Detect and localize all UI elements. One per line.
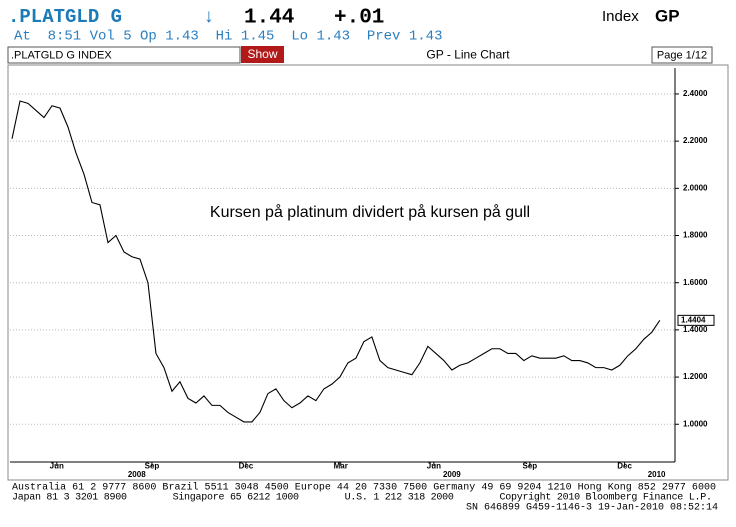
page: Page 1/12 [657,49,707,61]
year-label: 2010 [648,470,666,479]
last-value-label: 1.4404 [681,315,706,324]
change: +.01 [334,7,384,30]
y-tick-label: 2.0000 [683,183,708,192]
y-tick-label: 1.6000 [683,278,708,287]
page-box[interactable] [651,46,713,64]
annotation: Kursen på platinum dividert på kursen på… [210,203,530,221]
last-value-box [677,314,715,326]
footer-line: Australia 61 2 9777 8600 Brazil 5511 304… [12,482,716,494]
year-label: 2009 [443,470,461,479]
chart-name: GP - Line Chart [426,48,510,62]
y-tick-label: 1.0000 [683,419,708,428]
y-tick-label: 1.4000 [683,325,708,334]
show-button[interactable] [241,46,284,63]
x-tick-label: Jun [50,462,64,471]
x-tick-label: Sep [523,462,538,471]
chart: 1.0000 1.2000 1.4000 1.6000 1.8000 2.0000 2.20… [10,68,715,479]
x-tick-label: Mar [334,462,348,471]
quote-line: At 8:51 Vol 5 Op 1.43 Hi 1.45 Lo 1.43 Pr… [14,29,442,45]
x-tick-label: Dec [617,462,632,471]
security: .PLATGLD G INDEX [11,49,112,61]
y-tick-label: 2.4000 [683,89,708,98]
y-tick-label: 2.2000 [683,136,708,145]
security-box[interactable] [7,46,241,64]
y-tick-label: 1.8000 [683,231,708,240]
series-line [11,100,661,423]
x-tick-label: Dec [239,462,254,471]
x-tick-label: Sep [145,462,160,471]
arrow: ↓ [204,6,214,27]
index-label: Index [602,8,639,25]
index-code: GP [655,6,680,25]
year-label: 2008 [128,470,146,479]
ticker: .PLATGLD G [8,6,122,28]
price: 1.44 [244,7,294,30]
show-label: Show [247,47,277,61]
y-tick-label: 1.2000 [683,372,708,381]
footer-stamp: SN 646899 G459-1146-3 19-Jan-2010 08:52:… [466,503,718,514]
x-tick-label: Jun [427,462,441,471]
chart-frame [7,64,729,481]
footer-line: Japan 81 3 3201 8900 Singapore 65 6212 1… [12,492,712,504]
